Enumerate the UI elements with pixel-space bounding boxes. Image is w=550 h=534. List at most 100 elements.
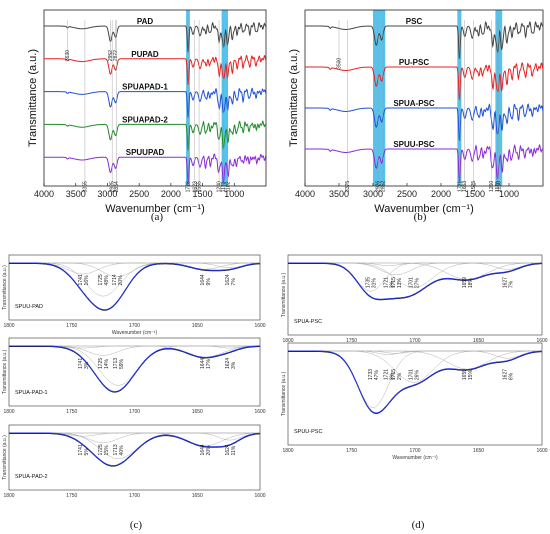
peak-wavenumber-label: 1715 [391, 277, 397, 288]
subplot-x-tick-label: 1700 [409, 338, 420, 344]
peak-wavenumber-label: 1721 [383, 277, 389, 288]
peak-percent-label: 3% [231, 361, 237, 369]
series-label: PUPAD [131, 50, 159, 59]
subplot-y-label: Transmittance (a.u.) [281, 371, 287, 416]
peak-percent-label: 5% [84, 448, 90, 456]
plot-frame [43, 9, 267, 187]
peak-wavenumber-label: 1715 [391, 369, 397, 380]
x-tick-label: 3500 [66, 189, 86, 199]
peak-wavenumber-label: 1741 [78, 358, 84, 369]
subplot-x-tick-label: 1650 [473, 338, 484, 344]
peak-wavenumber-label: 1627 [503, 277, 509, 288]
subplot-name: SPUA-PAD-2 [15, 474, 48, 480]
peak-label: 1240 [217, 181, 223, 192]
y-axis-label: Transmittance (a.u.) [288, 49, 300, 147]
peak-percent-label: 11% [231, 445, 237, 455]
peak-wavenumber-label: 1701 [409, 277, 415, 288]
peak-label: 1170 [495, 181, 501, 192]
peak-percent-label: 15% [104, 445, 110, 456]
x-axis-label: Wavenumber (cm⁻¹) [105, 203, 205, 215]
peak-wavenumber-label: 1741 [78, 444, 84, 455]
subplot-x-tick-label: 1800 [3, 323, 14, 329]
peak-label: 2854 [114, 181, 120, 192]
peak-percent-label: 13% [397, 278, 403, 289]
subplot-y-label: Transmittance (a.u.) [281, 272, 287, 317]
subplot-x-axis-label: Wavenumber (cm⁻¹) [392, 455, 438, 461]
peak-wavenumber-label: 1644 [200, 444, 206, 455]
subplot-frame [287, 254, 543, 336]
peak-wavenumber-label: 1701 [409, 369, 415, 380]
y-axis-label: Transmittance (a.u.) [27, 49, 39, 147]
x-tick-label: 3500 [329, 189, 349, 199]
subplot-y-label: Transmittance (a.u.) [2, 265, 8, 310]
peak-label: 1150 [496, 181, 502, 192]
peak-wavenumber-label: 1659 [462, 369, 468, 380]
fitted-envelope-line [9, 262, 261, 311]
x-tick-label: 3000 [97, 189, 117, 199]
peak-wavenumber-label: 1725 [98, 358, 104, 369]
subplot-y-label: Transmittance (a.u.) [2, 349, 8, 394]
peak-percent-label: 15% [468, 370, 474, 381]
subplot-name: SPUA-PSC [294, 319, 322, 325]
subplot-x-tick-label: 1650 [192, 323, 203, 329]
peak-wavenumber-label: 1624 [225, 444, 231, 455]
highlight-band [221, 10, 228, 186]
series-line-spua-psc [305, 103, 544, 141]
subplot-x-tick-label: 1600 [254, 323, 265, 329]
series-line-spuapad-1 [44, 87, 267, 118]
peak-percent-label: 9% [206, 278, 212, 286]
peak-percent-label: 47% [374, 370, 380, 381]
peak-label: 3375 [345, 181, 351, 192]
subplot-x-tick-label: 1600 [254, 493, 265, 499]
ftir-panel-a: 4000 3500 3000 2500 2000 1500 1000 Wavenumber (… [27, 9, 267, 215]
peak-wavenumber-label: 1725 [98, 444, 104, 455]
subplot-x-tick-label: 1650 [473, 448, 484, 454]
subplot-x-tick-label: 1700 [409, 448, 420, 454]
peak-wavenumber-label: 1659 [462, 277, 468, 288]
x-tick-label: 1000 [499, 189, 519, 199]
x-tick-label: 1000 [224, 189, 244, 199]
peak-percent-label: 40% [119, 445, 125, 456]
peak-percent-label: 18% [468, 278, 474, 289]
subplot-x-tick-label: 1750 [66, 323, 77, 329]
measured-line [288, 351, 543, 414]
peak-label: 3630 [65, 50, 71, 61]
subplot-x-tick-label: 1750 [346, 338, 357, 344]
peak-label: 2952 [108, 50, 114, 61]
peak-label: 1653 [462, 181, 468, 192]
peak-wavenumber-label: 1624 [225, 274, 231, 285]
subplot-name: SPUU-PSC [294, 429, 322, 435]
subplot-x-tick-label: 1700 [129, 409, 140, 415]
series-line-pupad [44, 54, 267, 86]
highlight-band [373, 10, 386, 186]
subplot-x-tick-label: 1650 [192, 409, 203, 415]
peak-wavenumber-label: 1725 [98, 274, 104, 285]
x-tick-label: 2000 [161, 189, 181, 199]
peak-label: 1728 [186, 181, 192, 192]
peak-percent-label: 26% [415, 370, 421, 381]
peak-percent-label: 17% [206, 358, 212, 369]
fitted-envelope-line [288, 262, 542, 300]
series-label: SPUU-PSC [393, 140, 435, 149]
subplot-x-tick-label: 1800 [3, 493, 14, 499]
x-tick-label: 2500 [129, 189, 149, 199]
peak-label: 1102 [225, 181, 231, 192]
subplot-frame [287, 342, 543, 446]
x-tick-label: 3000 [363, 189, 383, 199]
peak-percent-label: 3% [389, 280, 395, 288]
subplot-x-tick-label: 1750 [66, 409, 77, 415]
plot-frame [304, 9, 544, 187]
x-tick-label: 2000 [431, 189, 451, 199]
peak-percent-label: 3% [84, 361, 90, 369]
peak-wavenumber-label: 1721 [383, 369, 389, 380]
x-tick-label: 1500 [193, 189, 213, 199]
series-label: PU-PSC [399, 58, 429, 67]
peak-percent-label: 7% [509, 280, 515, 288]
subplot-x-tick-label: 1600 [536, 448, 547, 454]
peak-label: 2852 [381, 181, 387, 192]
peak-label: 2872 [113, 50, 119, 61]
peak-label: 2925 [110, 181, 116, 192]
x-axis-label: Wavenumber (cm⁻¹) [374, 203, 474, 215]
x-tick-label: 1500 [465, 189, 485, 199]
